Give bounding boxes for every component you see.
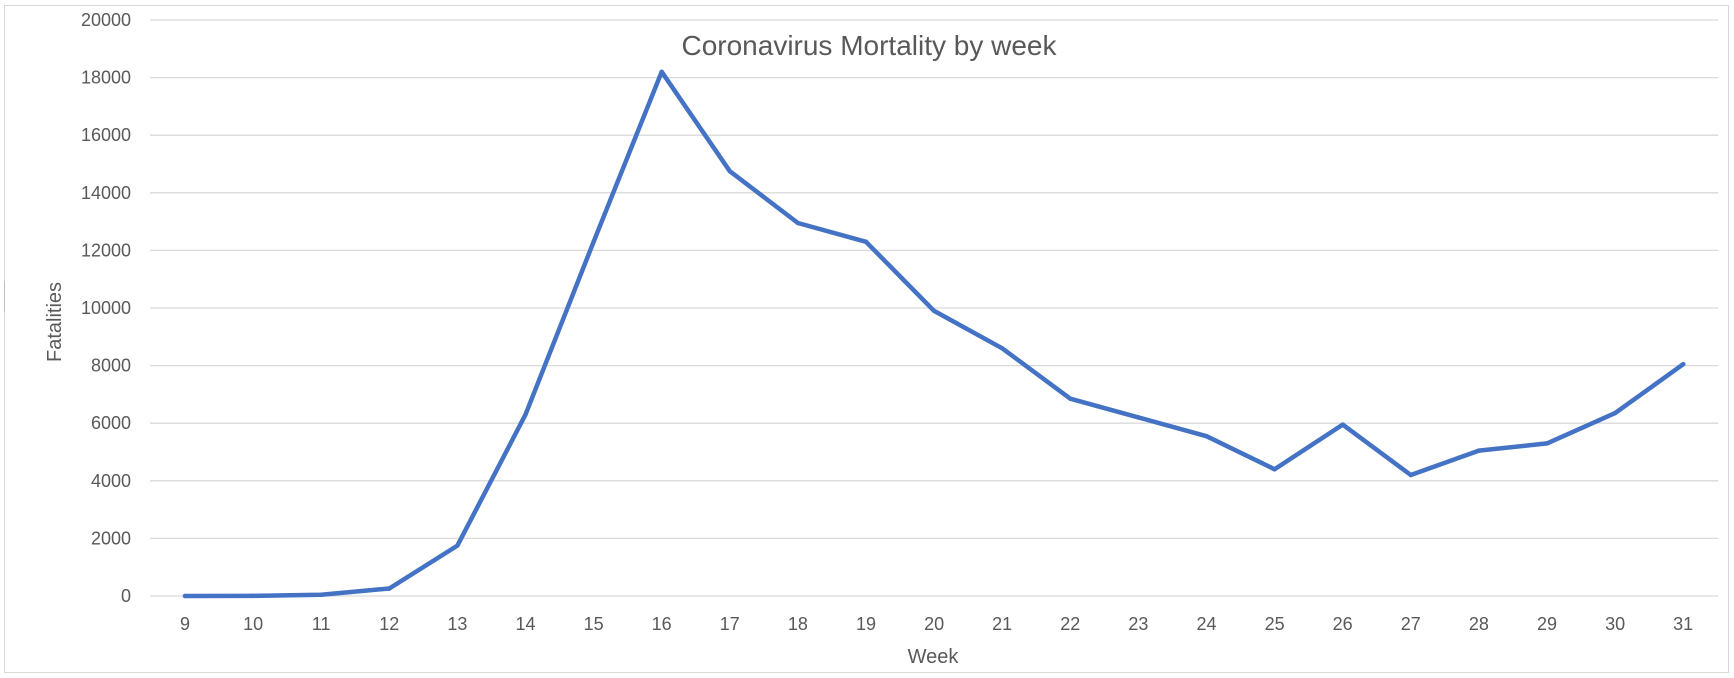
x-tick-label: 17 xyxy=(720,614,740,634)
y-tick-label: 12000 xyxy=(81,240,131,260)
frame-edge-marker xyxy=(4,282,5,312)
y-axis-title: Fatalities xyxy=(44,282,66,362)
y-tick-label: 8000 xyxy=(91,356,131,376)
series-layer xyxy=(182,69,1686,599)
data-point-week-23 xyxy=(1136,415,1141,420)
data-point-week-21 xyxy=(1000,346,1005,351)
x-tick-label: 26 xyxy=(1333,614,1353,634)
x-tick-label: 14 xyxy=(515,614,535,634)
x-axis-title: Week xyxy=(908,646,960,668)
x-tick-label: 31 xyxy=(1673,614,1693,634)
x-tick-label: 29 xyxy=(1537,614,1557,634)
x-tick-label: 19 xyxy=(856,614,876,634)
data-point-week-25 xyxy=(1272,467,1277,472)
x-tick-label: 27 xyxy=(1401,614,1421,634)
series-line xyxy=(182,69,1686,599)
data-point-week-13 xyxy=(455,543,460,548)
data-point-week-22 xyxy=(1068,396,1073,401)
x-tick-label: 25 xyxy=(1265,614,1285,634)
data-point-week-11 xyxy=(319,592,324,598)
chart-frame xyxy=(4,5,1729,673)
data-point-week-27 xyxy=(1408,472,1414,478)
y-tick-label: 16000 xyxy=(81,125,131,145)
data-point-week-10 xyxy=(250,593,256,599)
x-tick-label: 23 xyxy=(1128,614,1148,634)
x-tick-label: 28 xyxy=(1469,614,1489,634)
x-tick-label: 18 xyxy=(788,614,808,634)
data-point-week-29 xyxy=(1544,441,1550,446)
y-tick-label: 0 xyxy=(121,586,131,606)
y-tick-label: 20000 xyxy=(81,10,131,30)
data-point-week-12 xyxy=(387,586,392,591)
x-tick-label: 10 xyxy=(243,614,263,634)
x-tick-label: 21 xyxy=(992,614,1012,634)
y-axis-ticks: 0 2000 4000 6000 8000 10000 12000 14000 16000 180… xyxy=(81,10,131,606)
x-tick-label: 16 xyxy=(652,614,672,634)
chart-title: Coronavirus Mortality by week xyxy=(681,30,1057,61)
data-point-week-31 xyxy=(1681,361,1686,367)
x-tick-label: 24 xyxy=(1196,614,1216,634)
data-point-week-9 xyxy=(182,593,188,599)
data-point-week-18 xyxy=(795,220,801,226)
y-tick-label: 4000 xyxy=(91,471,131,491)
y-tick-label: 6000 xyxy=(91,413,131,433)
x-axis-ticks: 9 10 11 12 13 14 15 16 17 18 19 20 21 22 23 24 25 26 27 28 2… xyxy=(180,614,1693,634)
data-point-week-28 xyxy=(1476,448,1482,453)
y-tick-label: 2000 xyxy=(91,528,131,548)
y-tick-label: 10000 xyxy=(81,298,131,318)
data-point-week-20 xyxy=(931,308,937,314)
data-point-week-26 xyxy=(1340,422,1345,427)
x-tick-label: 9 xyxy=(180,614,190,634)
data-point-week-17 xyxy=(727,169,732,174)
x-tick-label: 13 xyxy=(447,614,467,634)
x-tick-label: 15 xyxy=(584,614,604,634)
data-point-week-30 xyxy=(1612,410,1618,416)
data-point-week-16 xyxy=(659,69,664,75)
x-tick-label: 30 xyxy=(1605,614,1625,634)
data-point-week-19 xyxy=(863,239,869,244)
data-point-week-24 xyxy=(1204,433,1209,439)
y-tick-label: 18000 xyxy=(81,68,131,88)
data-point-week-14 xyxy=(523,412,528,417)
data-point-week-15 xyxy=(591,239,596,244)
x-tick-label: 22 xyxy=(1060,614,1080,634)
x-tick-label: 11 xyxy=(312,614,331,634)
y-tick-label: 14000 xyxy=(81,183,131,203)
x-tick-label: 12 xyxy=(379,614,399,634)
x-tick-label: 20 xyxy=(924,614,944,634)
